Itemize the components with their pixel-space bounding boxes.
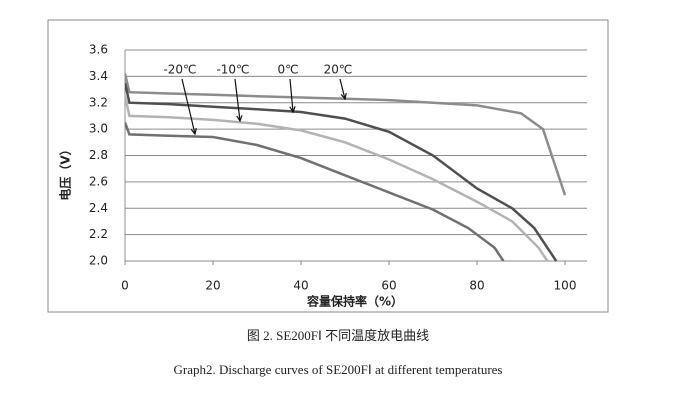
x-tick-label: 0: [121, 279, 129, 293]
series-line: [125, 73, 567, 196]
series-label: -20℃: [163, 63, 196, 77]
series-line: [125, 95, 549, 262]
y-tick-label: 2.2: [89, 227, 108, 241]
caption-cn: 图 2. SE200FⅠ 不同温度放电曲线: [247, 328, 429, 343]
y-tick-label: 2.0: [89, 254, 108, 268]
x-tick-label: 100: [554, 279, 577, 293]
x-axis-label: 容量保持率（%）: [306, 294, 403, 309]
x-tick-label: 80: [469, 279, 484, 293]
label-arrow: [339, 78, 346, 100]
y-tick-label: 2.4: [89, 201, 108, 215]
y-tick-label: 3.6: [89, 43, 108, 57]
y-tick-label: 2.6: [89, 174, 108, 188]
y-tick-label: 3.2: [89, 95, 108, 109]
label-arrow: [289, 78, 294, 113]
arrow-head: [236, 115, 243, 123]
label-arrow: [181, 78, 196, 135]
series-line: [125, 122, 505, 262]
series-line: [125, 82, 558, 262]
series-label: -10℃: [216, 63, 249, 77]
arrow-head: [190, 128, 197, 136]
plot-area: [125, 73, 567, 262]
arrow-head: [340, 93, 347, 101]
y-tick-label: 3.4: [89, 69, 108, 83]
series-label: 0℃: [277, 63, 298, 77]
series-label: 20℃: [324, 63, 353, 77]
y-axis-label: 电压（V）: [58, 143, 73, 200]
x-tick-label: 20: [205, 279, 220, 293]
x-tick-label: 40: [293, 279, 308, 293]
x-tick-label: 60: [381, 279, 396, 293]
chart-frame: [47, 19, 609, 313]
y-tick-label: 3.0: [89, 122, 108, 136]
caption-en: Graph2. Discharge curves of SE200FⅠ at d…: [174, 362, 503, 377]
label-arrow: [234, 78, 241, 122]
arrow-head: [289, 106, 296, 114]
y-tick-label: 2.8: [89, 148, 108, 162]
